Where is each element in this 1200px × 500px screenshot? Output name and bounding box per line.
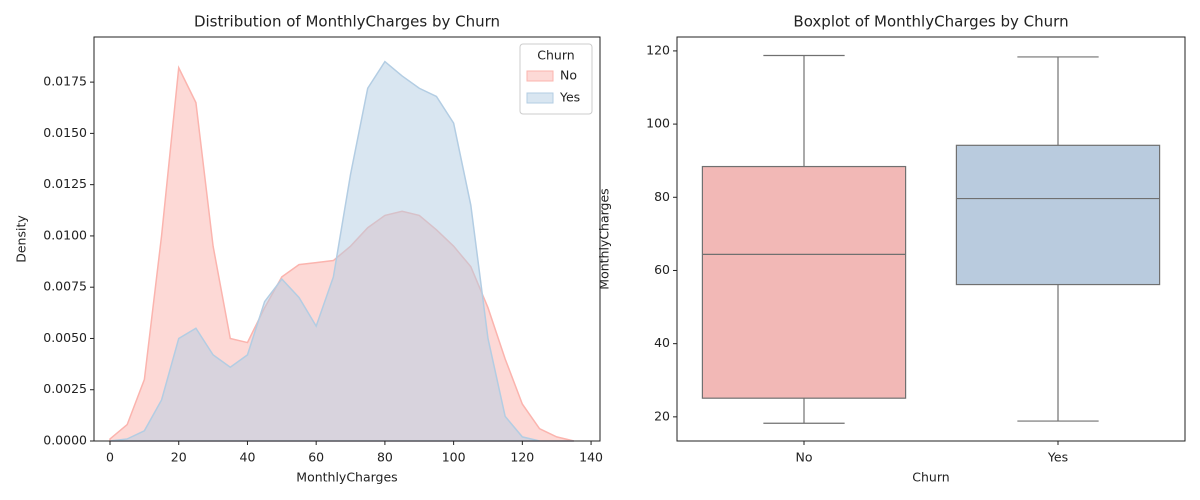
- y-tick-label: 0.0075: [43, 279, 87, 294]
- y-tick-label: 60: [654, 262, 670, 277]
- y-tick-label: 0.0025: [43, 381, 87, 396]
- x-tick-label: Yes: [1047, 450, 1068, 465]
- y-tick-label: 120: [646, 42, 670, 57]
- x-tick-label: 80: [377, 450, 393, 465]
- density-area: [109, 60, 574, 442]
- box: [701, 165, 907, 399]
- y-tick-label: 100: [646, 116, 670, 131]
- legend-swatch: [526, 92, 554, 104]
- y-axis-label: MonthlyCharges: [597, 188, 612, 289]
- y-tick-label: 0.0100: [43, 227, 87, 242]
- legend-label: Yes: [559, 90, 580, 105]
- plot-frame: [93, 36, 601, 442]
- y-tick-label: 80: [654, 189, 670, 204]
- x-tick-label: 20: [171, 450, 187, 465]
- x-tick-label: 140: [579, 450, 603, 465]
- y-tick-label: 0.0000: [43, 433, 87, 448]
- y-tick-label: 0.0050: [43, 330, 87, 345]
- legend-swatch: [526, 70, 554, 82]
- chart-title: Boxplot of MonthlyCharges by Churn: [793, 13, 1068, 31]
- plot-frame: [676, 36, 1186, 442]
- y-tick-label: 20: [654, 408, 670, 423]
- x-axis-label: MonthlyCharges: [296, 470, 397, 485]
- x-tick-label: 60: [308, 450, 324, 465]
- y-tick-label: 0.0150: [43, 125, 87, 140]
- x-tick-label: 120: [510, 450, 534, 465]
- y-tick-label: 0.0175: [43, 74, 87, 89]
- y-tick-label: 40: [654, 335, 670, 350]
- box: [955, 144, 1161, 286]
- x-tick-label: No: [796, 450, 813, 465]
- legend-title: Churn: [537, 48, 574, 63]
- x-tick-label: 40: [240, 450, 256, 465]
- legend-label: No: [560, 68, 577, 83]
- x-axis-label: Churn: [912, 470, 949, 485]
- x-tick-label: 0: [106, 450, 114, 465]
- legend: Churn No Yes: [519, 43, 593, 115]
- chart-title: Distribution of MonthlyCharges by Churn: [194, 13, 500, 31]
- x-tick-label: 100: [442, 450, 466, 465]
- y-tick-label: 0.0125: [43, 176, 87, 191]
- y-axis-label: Density: [14, 215, 29, 263]
